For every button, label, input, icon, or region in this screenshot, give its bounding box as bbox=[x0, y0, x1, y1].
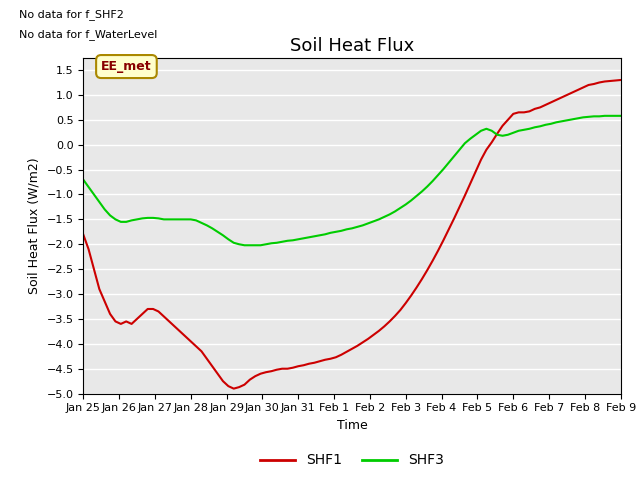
X-axis label: Time: Time bbox=[337, 419, 367, 432]
Text: EE_met: EE_met bbox=[101, 60, 152, 73]
Y-axis label: Soil Heat Flux (W/m2): Soil Heat Flux (W/m2) bbox=[28, 157, 41, 294]
Title: Soil Heat Flux: Soil Heat Flux bbox=[290, 36, 414, 55]
Text: No data for f_WaterLevel: No data for f_WaterLevel bbox=[19, 29, 157, 40]
Text: No data for f_SHF2: No data for f_SHF2 bbox=[19, 9, 124, 20]
Legend: SHF1, SHF3: SHF1, SHF3 bbox=[254, 447, 450, 473]
